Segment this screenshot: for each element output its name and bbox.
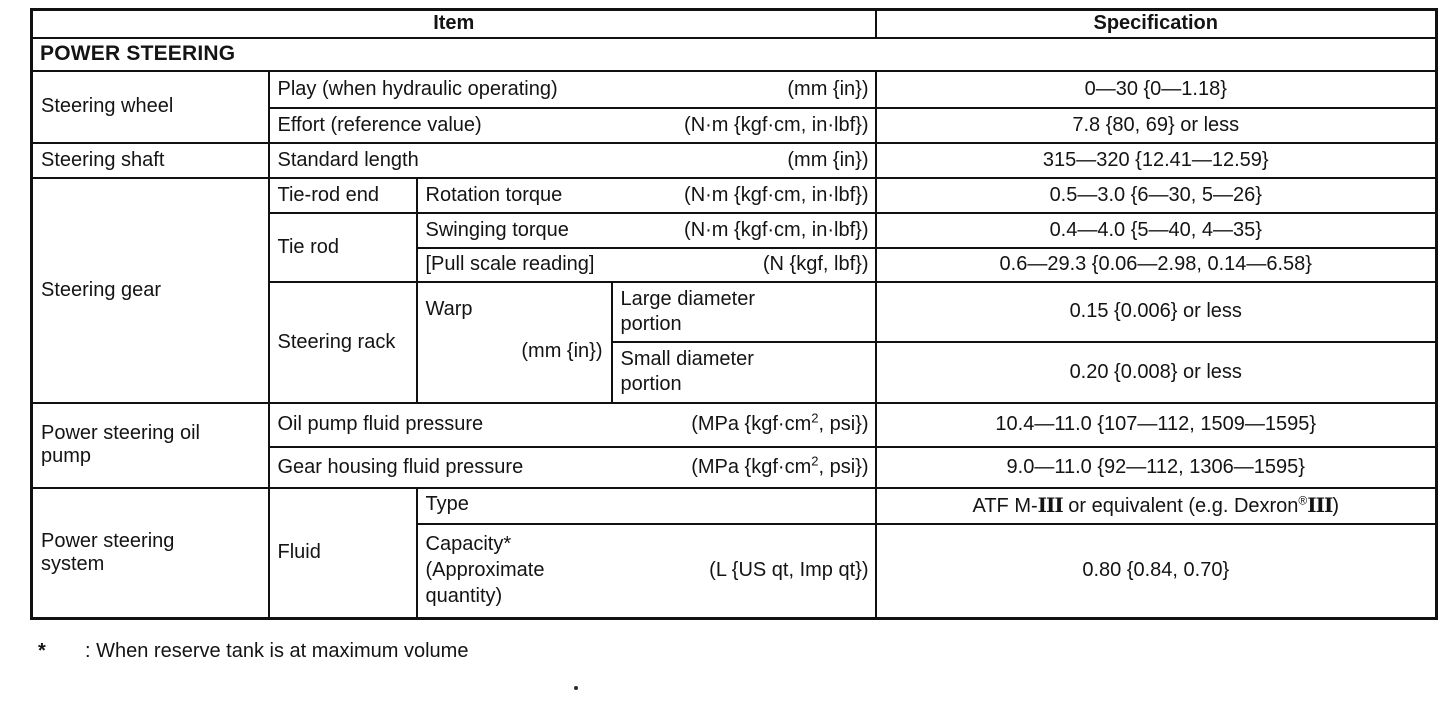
label-pull-scale-reading: [Pull scale reading] <box>425 253 595 275</box>
cell-label-fluid-capacity: Capacity* (Approximate quantity) (L {US … <box>415 522 877 620</box>
cell-label-swinging-torque: Swinging torque (N·m {kgf·cm, in·lbf}) <box>415 211 877 249</box>
row-play: Steering wheel Play (when hydraulic oper… <box>30 69 1438 144</box>
cell-label-warp: Warp (mm {in}) <box>415 280 613 404</box>
cell-item-steering-shaft: Steering shaft <box>30 141 270 179</box>
unit-play: (mm {in}) <box>787 77 869 100</box>
section-header-power-steering: POWER STEERING <box>30 36 1438 72</box>
column-header-specification: Specification <box>874 8 1438 39</box>
cell-sub-fluid: Fluid <box>267 486 418 620</box>
unit-standard-length: (mm {in}) <box>787 148 869 171</box>
cell-label-fluid-type: Type <box>415 486 877 525</box>
cell-spec-small-diameter-portion: 0.20 {0.008} or less <box>874 340 1438 404</box>
label-standard-length: Standard length <box>277 148 419 171</box>
cell-label-oil-pump-fluid-pressure: Oil pump fluid pressure (MPa {kgf·cm2, p… <box>267 401 877 448</box>
cell-spec-play: 0—30 {0—1.18} <box>874 69 1438 109</box>
label-swinging-torque: Swinging torque <box>425 218 569 241</box>
label-effort: Effort (reference value) <box>277 113 482 136</box>
unit-fluid-capacity: (L {US qt, Imp qt}) <box>709 559 869 582</box>
row-fluid-capacity: Capacity* (Approximate quantity) (L {US … <box>32 522 1438 620</box>
column-header-item: Item <box>30 8 877 39</box>
roman-numeral-iii: III <box>1037 493 1064 517</box>
label-rotation-torque: Rotation torque <box>425 183 563 206</box>
cell-spec-oil-pump-fluid-pressure: 10.4—11.0 {107—112, 1509—1595} <box>874 401 1438 448</box>
label-play: Play (when hydraulic operating) <box>277 77 558 100</box>
table-header-row: Item Specification <box>30 8 1438 39</box>
row-warp-large-diameter: Steering rack Warp (mm {in}) Large diame… <box>32 280 1438 404</box>
cell-item-power-steering-oil-pump: Power steering oil pump <box>30 401 270 489</box>
label-large-diameter-portion: Large diameter portion <box>620 287 756 335</box>
cell-spec-large-diameter-portion: 0.15 {0.006} or less <box>874 280 1438 343</box>
power-steering-spec-table: Item Specification POWER STEERING Steeri… <box>30 8 1438 620</box>
cell-spec-pull-scale-reading: 0.6—29.3 {0.06—2.98, 0.14—6.58} <box>874 246 1438 283</box>
cell-item-power-steering-system: Power steering system <box>30 486 270 620</box>
cell-label-effort: Effort (reference value) (N·m {kgf·cm, i… <box>267 106 877 144</box>
label-oil-pump-fluid-pressure: Oil pump fluid pressure <box>277 413 484 435</box>
cell-spec-standard-length: 315—320 {12.41—12.59} <box>874 141 1438 179</box>
cell-spec-fluid-capacity: 0.80 {0.84, 0.70} <box>874 522 1438 620</box>
unit-effort: (N·m {kgf·cm, in·lbf}) <box>684 113 869 136</box>
cell-spec-effort: 7.8 {80, 69} or less <box>874 106 1438 144</box>
unit-swinging-torque: (N·m {kgf·cm, in·lbf}) <box>684 218 869 241</box>
cell-label-pull-scale-reading: [Pull scale reading] (N {kgf, lbf}) <box>415 246 877 283</box>
row-standard-length: Steering shaft Standard length (mm {in})… <box>30 141 1438 179</box>
cell-spec-swinging-torque: 0.4—4.0 {5—40, 4—35} <box>874 211 1438 249</box>
row-gear-housing-fluid-pressure: Gear housing fluid pressure (MPa {kgf·cm… <box>32 445 1438 489</box>
cell-label-gear-housing-fluid-pressure: Gear housing fluid pressure (MPa {kgf·cm… <box>267 445 877 489</box>
cell-label-rotation-torque: Rotation torque (N·m {kgf·cm, in·lbf}) <box>415 176 877 214</box>
cell-item-steering-wheel: Steering wheel <box>30 69 270 144</box>
cell-spec-rotation-torque: 0.5—3.0 {6—30, 5—26} <box>874 176 1438 214</box>
row-fluid-type: Power steering system Fluid Type ATF M-I… <box>30 486 1438 620</box>
cell-label-small-diameter-portion: Small diameter portion <box>610 340 877 404</box>
cell-spec-gear-housing-fluid-pressure: 9.0—11.0 {92—112, 1306—1595} <box>874 445 1438 489</box>
unit-gear-housing-fluid-pressure: (MPa {kgf·cm2, psi}) <box>691 452 869 478</box>
unit-warp: (mm {in}) <box>521 339 603 362</box>
row-swinging-torque: Tie rod Swinging torque (N·m {kgf·cm, in… <box>32 211 1438 283</box>
unit-pull-scale-reading: (N {kgf, lbf}) <box>762 253 869 275</box>
cell-label-play: Play (when hydraulic operating) (mm {in}… <box>267 69 877 109</box>
registered-trademark-symbol: ® <box>1298 493 1308 508</box>
row-warp-small-diameter: Small diameter portion 0.20 {0.008} or l… <box>32 340 1438 404</box>
footnote: * : When reserve tank is at maximum volu… <box>38 640 468 663</box>
label-fluid-capacity: Capacity* (Approximate quantity) <box>425 533 545 607</box>
footnote-text: : When reserve tank is at maximum volume <box>85 640 469 662</box>
cell-spec-fluid-type: ATF M-III or equivalent (e.g. Dexron®III… <box>874 486 1438 525</box>
scan-artifact-dot <box>574 686 578 690</box>
cell-sub-tie-rod-end: Tie-rod end <box>267 176 418 214</box>
unit-oil-pump-fluid-pressure: (MPa {kgf·cm2, psi}) <box>691 410 869 435</box>
label-gear-housing-fluid-pressure: Gear housing fluid pressure <box>277 455 524 478</box>
cell-label-standard-length: Standard length (mm {in}) <box>267 141 877 179</box>
row-rotation-torque: Steering gear Tie-rod end Rotation torqu… <box>30 176 1438 404</box>
label-warp: Warp <box>425 297 473 320</box>
unit-rotation-torque: (N·m {kgf·cm, in·lbf}) <box>684 183 869 206</box>
footnote-marker: * <box>38 640 46 662</box>
section-row: POWER STEERING <box>30 36 1438 72</box>
cell-sub-tie-rod: Tie rod <box>267 211 418 283</box>
row-effort: Effort (reference value) (N·m {kgf·cm, i… <box>32 106 1438 144</box>
row-pull-scale-reading: [Pull scale reading] (N {kgf, lbf}) 0.6—… <box>32 246 1438 283</box>
label-small-diameter-portion: Small diameter portion <box>620 348 754 395</box>
cell-sub-steering-rack: Steering rack <box>267 280 418 404</box>
cell-label-large-diameter-portion: Large diameter portion <box>610 280 877 343</box>
roman-numeral-iii: III <box>1307 493 1333 517</box>
row-oil-pump-fluid-pressure: Power steering oil pump Oil pump fluid p… <box>30 401 1438 489</box>
cell-item-steering-gear: Steering gear <box>30 176 270 404</box>
